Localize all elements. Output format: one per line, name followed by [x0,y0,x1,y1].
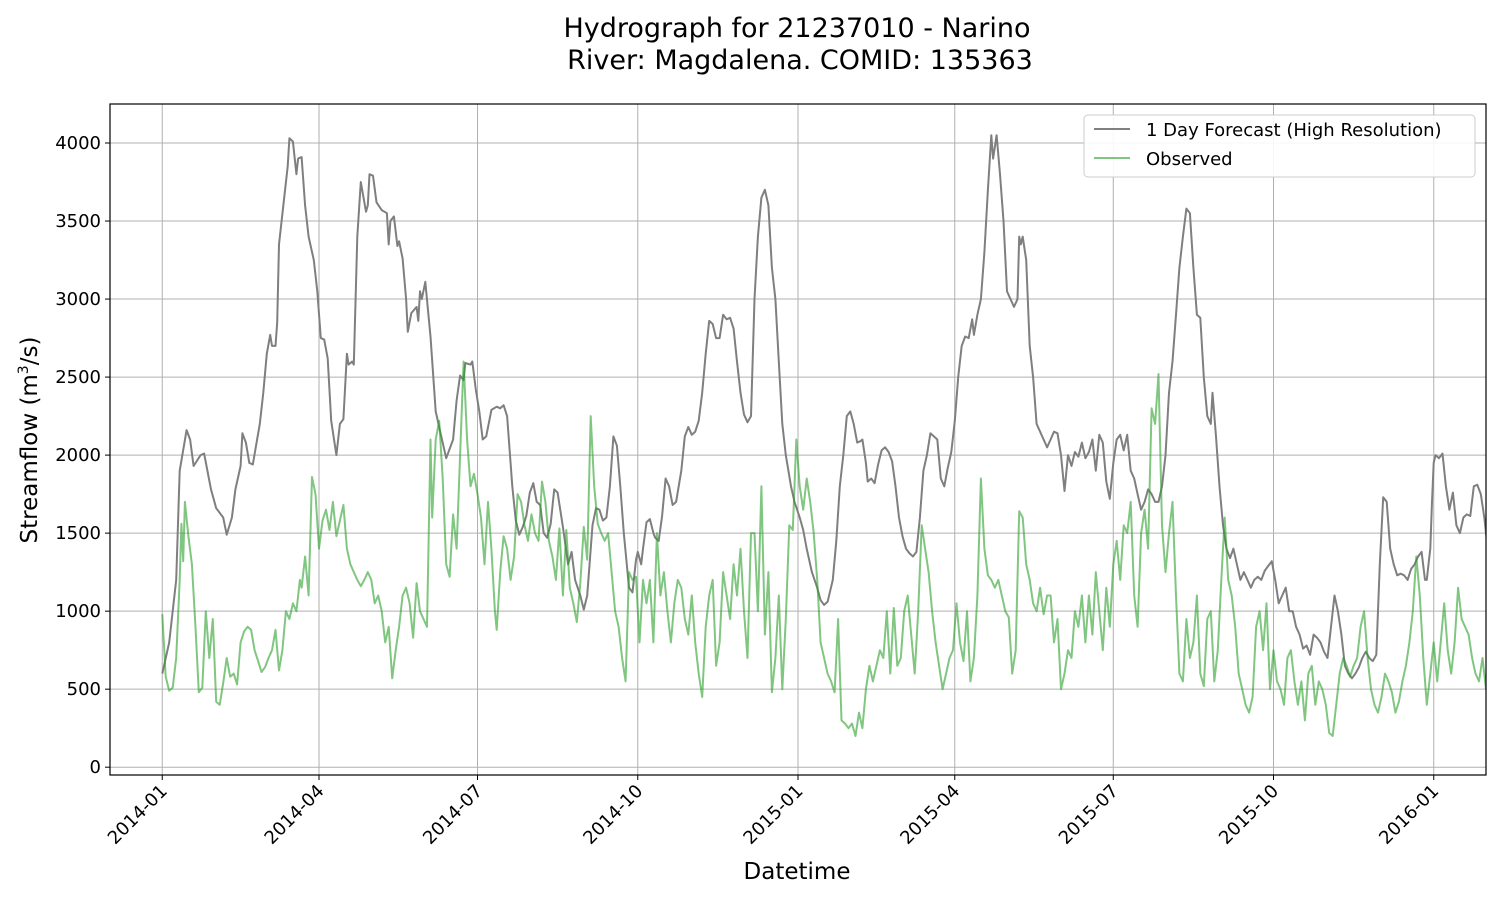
chart-title-line2: River: Magdalena. COMID: 135363 [567,45,1033,76]
grid [110,104,1486,775]
legend: 1 Day Forecast (High Resolution) Observe… [1084,115,1475,177]
y-tick-label: 500 [67,679,101,700]
x-axis-label: Datetime [744,859,851,885]
axis-ticks: 0 500 1000 1500 2000 2500 3000 3500 4000 2014-01 2… [55,133,1443,849]
y-tick-label: 3500 [55,211,101,232]
x-tick-label: 2015-10 [1215,781,1283,849]
y-tick-label: 2500 [55,367,101,388]
x-tick-label: 2014-10 [579,781,647,849]
x-tick-label: 2015-07 [1055,781,1123,849]
x-tick-label: 2016-01 [1375,781,1443,849]
observed-series-line [162,362,1500,744]
x-tick-label: 2015-01 [739,781,807,849]
y-tick-label: 2000 [55,445,101,466]
y-tick-label: 3000 [55,289,101,310]
legend-label-observed: Observed [1146,149,1233,170]
forecast-series-line [162,135,1500,678]
y-tick-label: 1000 [55,601,101,622]
chart-title-line1: Hydrograph for 21237010 - Narino [563,13,1030,44]
y-tick-label: 1500 [55,523,101,544]
legend-label-forecast: 1 Day Forecast (High Resolution) [1146,120,1442,141]
y-tick-label: 0 [90,757,101,778]
x-tick-label: 2014-04 [261,781,329,849]
x-tick-label: 2014-01 [104,781,172,849]
series-lines [162,135,1500,744]
x-tick-label: 2014-07 [419,781,487,849]
y-axis-label: Streamflow (m3/s) [16,337,43,544]
y-tick-label: 4000 [55,133,101,154]
x-tick-label: 2015-04 [896,781,964,849]
